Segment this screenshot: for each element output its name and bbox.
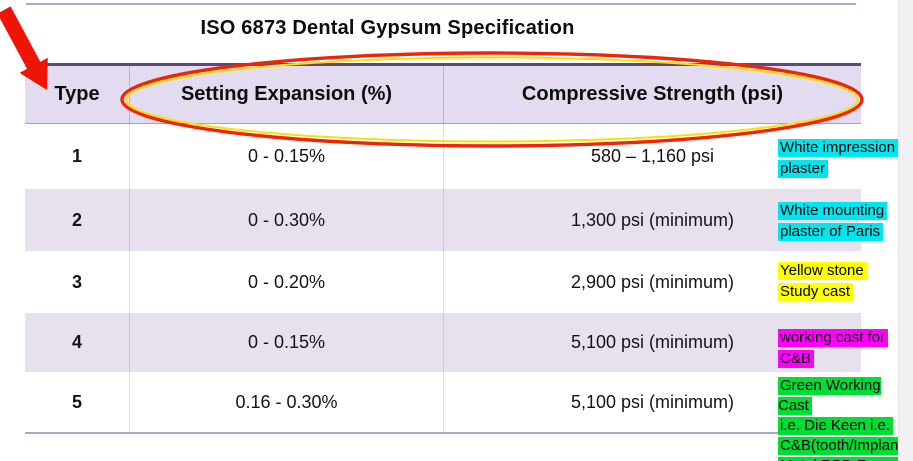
highlight-line: C&B(tooth/Implants), [778, 437, 913, 455]
table-row: 4 0 - 0.15% 5,100 psi (minimum) [25, 313, 861, 372]
highlight-line: plaster [778, 160, 829, 178]
cell-expansion: 0 - 0.15% [129, 124, 443, 189]
cell-type: 1 [71, 146, 82, 166]
annotation-type4: working cast for C&B [778, 327, 913, 369]
table-row: 1 0 - 0.15% 580 – 1,160 psi [25, 124, 861, 189]
highlight-line: Green Working Cast [778, 377, 881, 415]
cell-type: 3 [71, 271, 82, 292]
slide-edge-strip [898, 0, 913, 461]
cell-expansion: 0 - 0.15% [129, 313, 443, 372]
cell-strength: 5,100 psi (minimum) [443, 313, 861, 372]
table-row: 2 0 - 0.30% 1,300 psi (minimum) [25, 189, 861, 251]
highlight-line: plaster of Paris [778, 223, 884, 241]
cell-expansion: 0 - 0.20% [129, 251, 443, 313]
highlight-line: Yellow stone [778, 262, 867, 280]
annotation-type3: Yellow stone Study cast [778, 260, 913, 302]
cell-strength: 2,900 psi (minimum) [443, 251, 861, 313]
column-header-type: Type [54, 83, 100, 105]
annotation-type2: White mounting plaster of Paris [778, 200, 913, 242]
cell-strength: 1,300 psi (minimum) [443, 189, 861, 251]
column-header-compressive-strength: Compressive Strength (psi) [443, 66, 861, 123]
cell-type: 4 [71, 332, 82, 352]
table-row: 5 0.16 - 0.30% 5,100 psi (minimum) [25, 372, 861, 433]
table-header-row: Type Setting Expansion (%) Compressive S… [25, 63, 861, 124]
annotation-type1: White impression plaster [778, 137, 913, 179]
page-title: ISO 6873 Dental Gypsum Specification [200, 17, 575, 39]
column-header-setting-expansion: Setting Expansion (%) [129, 66, 443, 123]
gypsum-spec-table: Type Setting Expansion (%) Compressive S… [25, 63, 861, 433]
highlight-line: working cast for [778, 329, 889, 347]
highlight-line: Study cast [778, 283, 854, 301]
highlight-line: i.e. Die Keen i.e. [778, 417, 894, 435]
table-row: 3 0 - 0.20% 2,900 psi (minimum) [25, 251, 861, 313]
cell-strength: 580 – 1,160 psi [443, 124, 861, 189]
cell-expansion: 0.16 - 0.30% [129, 372, 443, 433]
cell-expansion: 0 - 0.30% [129, 189, 443, 251]
table-body: 1 0 - 0.15% 580 – 1,160 psi 2 0 - 0.30% … [25, 124, 861, 433]
cell-strength: 5,100 psi (minimum) [443, 372, 861, 433]
highlight-line: White mounting [778, 202, 888, 220]
bottom-divider [25, 432, 861, 434]
highlight-line: White impression [778, 139, 899, 157]
cell-type: 2 [71, 209, 82, 230]
annotation-type5: Green Working Cast i.e. Die Keen i.e. C&… [778, 376, 913, 461]
top-divider [26, 3, 856, 5]
highlight-line: C&B [778, 350, 814, 368]
highlight-line: Metal RPD Frame [778, 457, 904, 461]
cell-type: 5 [71, 392, 82, 412]
